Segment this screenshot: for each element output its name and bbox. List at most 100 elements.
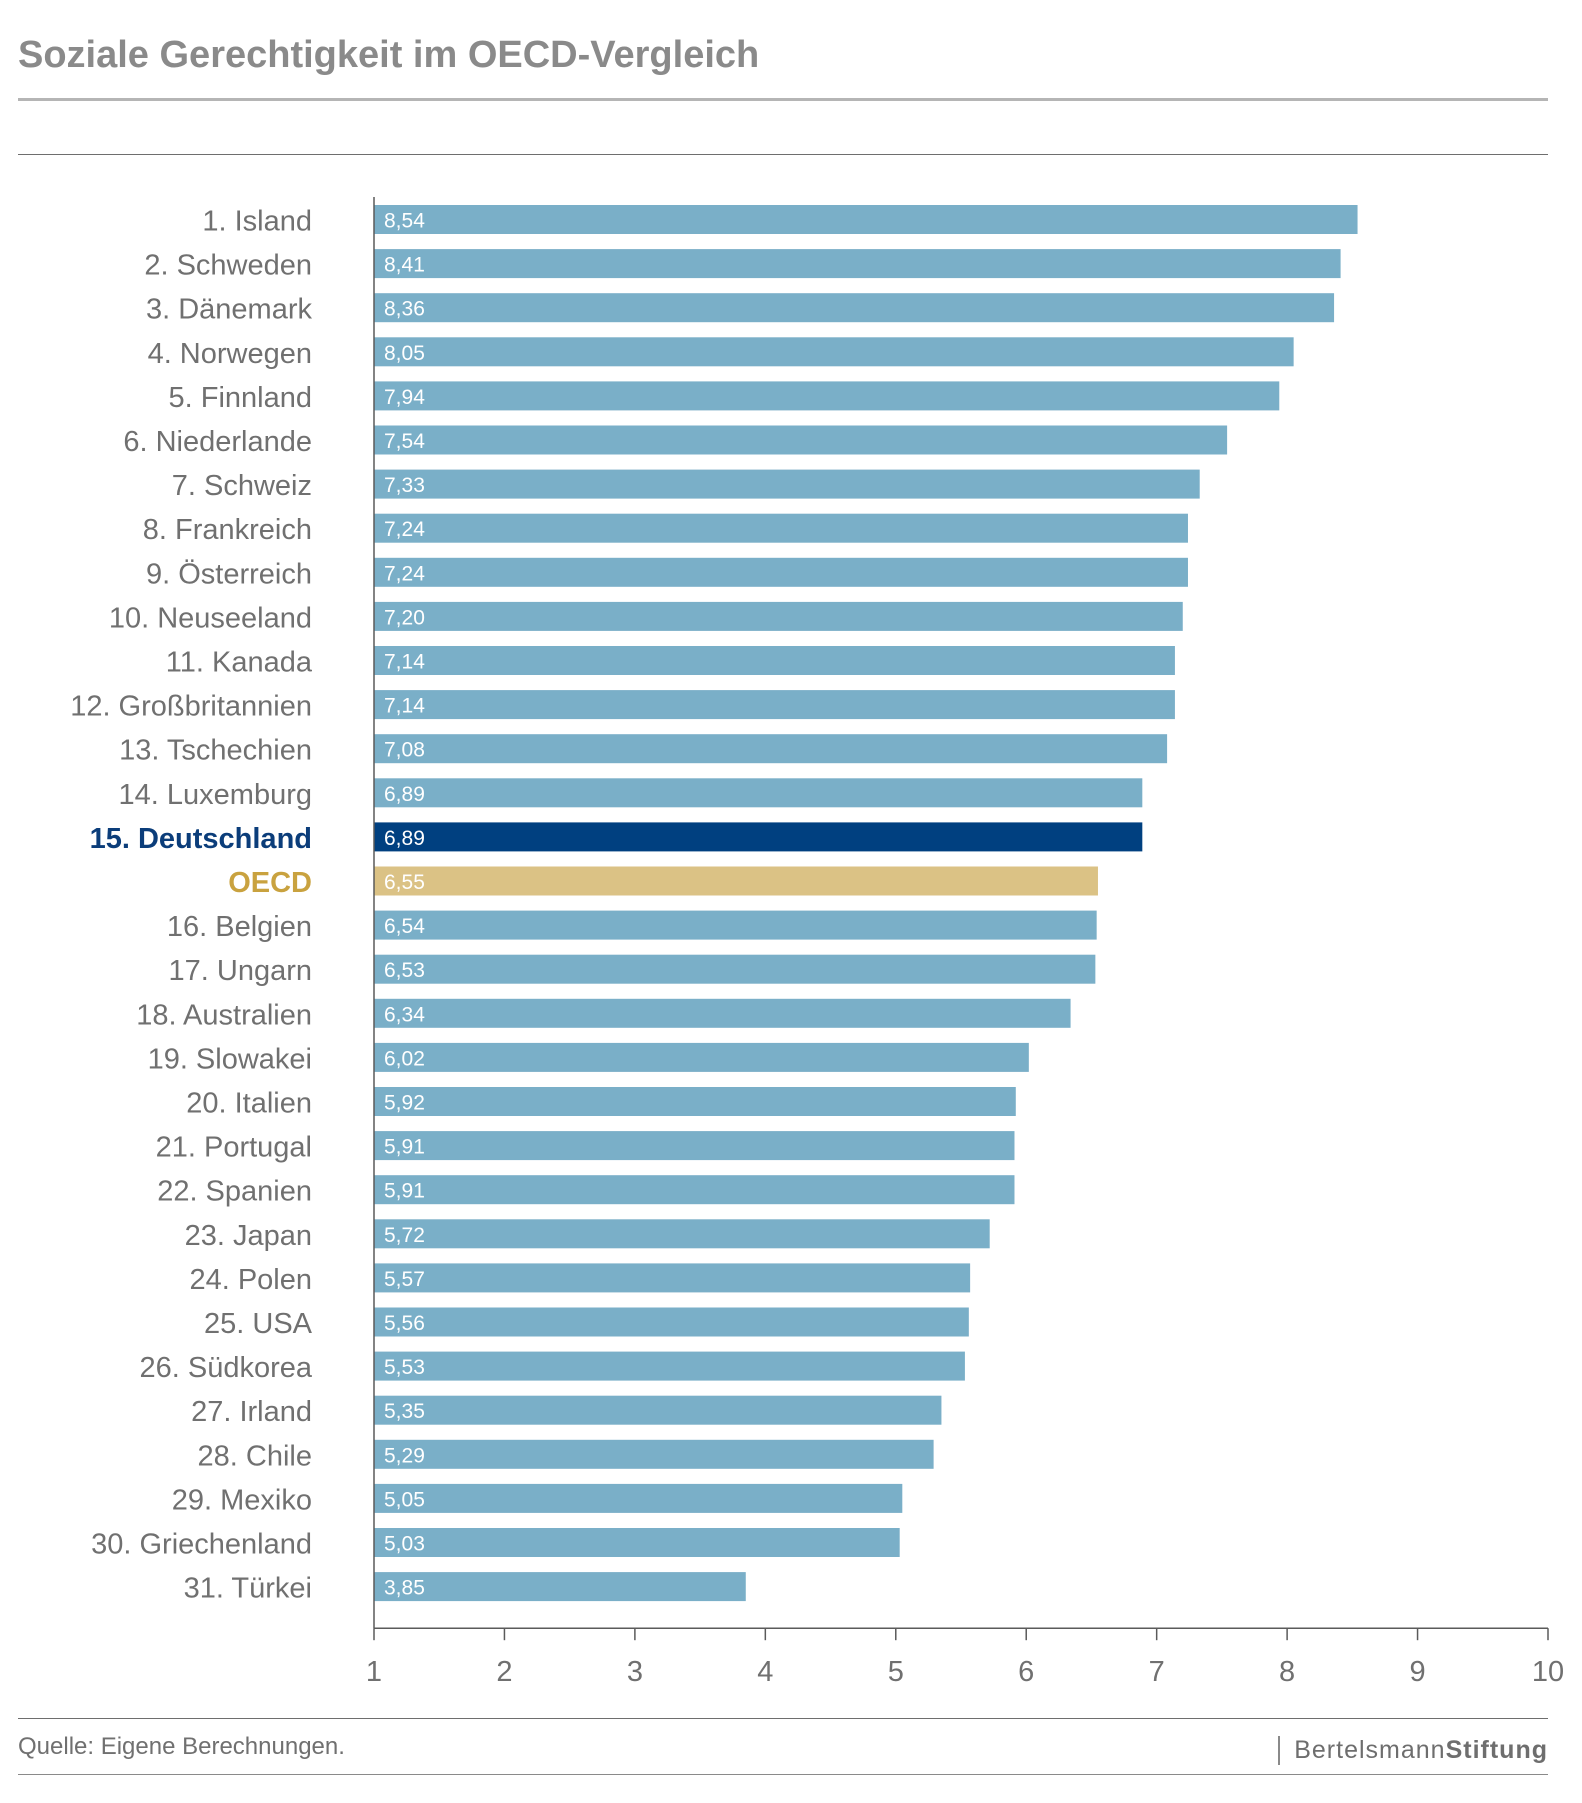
bar	[374, 1395, 942, 1425]
value-label: 7,08	[384, 739, 425, 762]
value-label: 6,34	[384, 1003, 425, 1026]
value-label: 6,53	[384, 959, 425, 982]
x-tick-label: 8	[1279, 1656, 1295, 1688]
category-label: 27. Irland	[191, 1396, 312, 1428]
category-label: 9. Österreich	[146, 558, 312, 590]
bar	[374, 381, 1280, 411]
category-label: 8. Frankreich	[143, 514, 312, 546]
value-label: 8,36	[384, 298, 425, 321]
value-label: 7,20	[384, 606, 425, 629]
category-label: 19. Slowakei	[148, 1043, 312, 1075]
value-label: 7,54	[384, 430, 425, 453]
value-label: 7,94	[384, 386, 425, 409]
value-label: 5,53	[384, 1356, 425, 1379]
category-label: 15. Deutschland	[90, 823, 312, 855]
category-label: 23. Japan	[185, 1220, 312, 1252]
category-label: 29. Mexiko	[172, 1484, 312, 1516]
category-label: 28. Chile	[198, 1440, 312, 1472]
bar	[374, 1307, 969, 1337]
x-tick-label: 6	[1018, 1656, 1034, 1688]
bar	[374, 778, 1143, 808]
category-label: 24. Polen	[189, 1264, 312, 1296]
bar	[374, 337, 1294, 367]
value-label: 5,92	[384, 1092, 425, 1115]
value-label: 6,54	[384, 915, 425, 938]
brand-logo: BertelsmannStiftung	[1278, 1736, 1548, 1765]
bar	[374, 1042, 1029, 1072]
category-label: 2. Schweden	[144, 250, 312, 282]
bar	[374, 1175, 1015, 1205]
category-label: OECD	[228, 867, 312, 899]
x-tick-label: 3	[627, 1656, 643, 1688]
value-label: 6,02	[384, 1047, 425, 1070]
bar	[374, 954, 1096, 984]
bar	[374, 1528, 900, 1557]
category-label: 5. Finnland	[169, 382, 313, 414]
category-label: 10. Neuseeland	[109, 602, 312, 634]
value-label: 5,29	[384, 1444, 425, 1467]
value-label: 8,05	[384, 342, 425, 365]
source-note: Quelle: Eigene Berechnungen.	[18, 1733, 345, 1760]
value-label: 5,91	[384, 1180, 425, 1203]
category-label: 11. Kanada	[166, 647, 313, 679]
brand-bold: Stiftung	[1445, 1736, 1548, 1764]
category-label: 25. USA	[204, 1308, 313, 1340]
value-label: 7,33	[384, 474, 425, 497]
bar	[374, 866, 1098, 896]
bar	[374, 249, 1341, 279]
value-label: 6,89	[384, 827, 425, 850]
value-label: 5,72	[384, 1224, 425, 1247]
value-label: 5,91	[384, 1136, 425, 1159]
bar	[374, 910, 1097, 940]
bar	[374, 1087, 1016, 1116]
value-label: 7,14	[384, 695, 425, 718]
bar	[374, 734, 1168, 764]
x-tick-label: 7	[1149, 1656, 1165, 1688]
value-label: 5,03	[384, 1533, 425, 1556]
category-label: 18. Australien	[136, 999, 312, 1031]
x-tick-label: 9	[1409, 1656, 1425, 1688]
brand-light: Bertelsmann	[1294, 1736, 1446, 1764]
header-divider	[18, 154, 1548, 155]
bar	[374, 557, 1188, 587]
category-label: 7. Schweiz	[172, 470, 312, 502]
footer-divider	[18, 1718, 1548, 1719]
value-label: 5,56	[384, 1312, 425, 1335]
x-tick-label: 2	[496, 1656, 512, 1688]
value-label: 5,35	[384, 1400, 425, 1423]
category-label: 13. Tschechien	[119, 735, 312, 767]
bar	[374, 1351, 965, 1381]
value-label: 6,55	[384, 871, 425, 894]
value-label: 5,05	[384, 1488, 425, 1511]
bar	[374, 1219, 990, 1249]
value-label: 3,85	[384, 1577, 425, 1600]
bar	[374, 425, 1228, 455]
category-label: 3. Dänemark	[146, 294, 313, 326]
value-label: 8,41	[384, 254, 425, 277]
category-label: 17. Ungarn	[169, 955, 313, 987]
bar	[374, 1131, 1015, 1161]
x-tick-label: 5	[888, 1656, 904, 1688]
x-tick-label: 1	[366, 1656, 382, 1688]
value-label: 5,57	[384, 1268, 425, 1291]
chart-title: Soziale Gerechtigkeit im OECD-Vergleich	[18, 34, 760, 76]
value-label: 6,89	[384, 783, 425, 806]
bar-chart: 1. Island 8,54 2. Schweden 8,41 3. Dänemark 8…	[70, 197, 1564, 1688]
category-label: 14. Luxemburg	[119, 779, 312, 811]
value-label: 7,24	[384, 518, 425, 541]
bar	[374, 1483, 903, 1513]
bottom-divider	[18, 1774, 1548, 1775]
category-label: 22. Spanien	[157, 1176, 312, 1208]
category-label: 26. Südkorea	[139, 1352, 312, 1384]
bar	[374, 601, 1183, 631]
category-label: 16. Belgien	[167, 911, 312, 943]
bar	[374, 690, 1175, 720]
category-label: 20. Italien	[186, 1088, 312, 1120]
category-label: 21. Portugal	[156, 1132, 312, 1164]
value-label: 8,54	[384, 210, 425, 233]
bar	[374, 1439, 934, 1469]
category-label: 1. Island	[202, 206, 312, 238]
x-tick-label: 10	[1532, 1656, 1564, 1688]
bar	[374, 1572, 746, 1602]
bar	[374, 998, 1071, 1028]
